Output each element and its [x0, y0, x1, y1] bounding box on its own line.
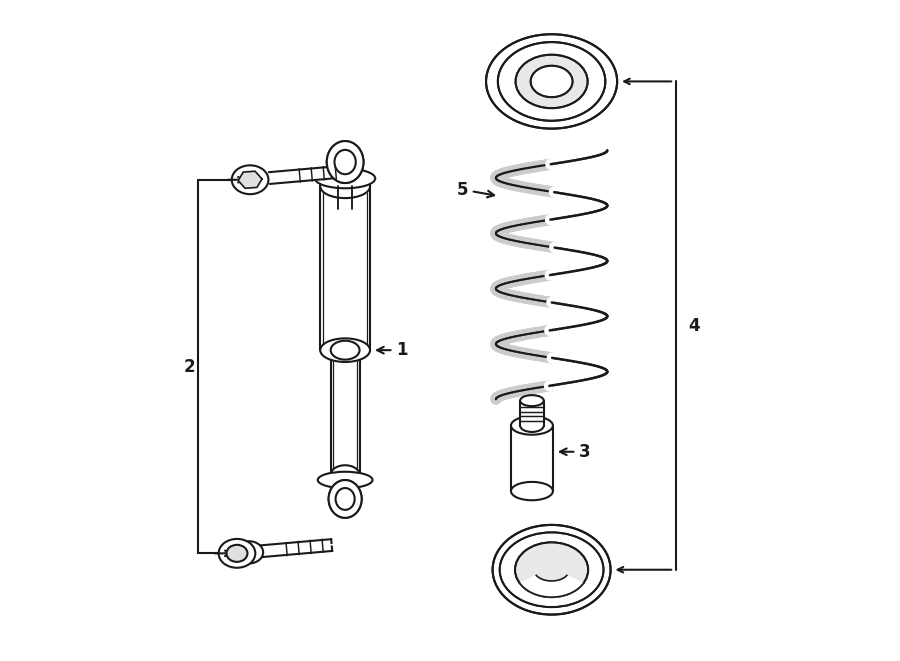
Text: 1: 1	[377, 341, 408, 359]
Ellipse shape	[500, 532, 604, 607]
Bar	[330, 350, 359, 475]
Text: 5: 5	[456, 180, 494, 198]
Text: 4: 4	[688, 317, 699, 334]
Bar	[511, 426, 553, 491]
Ellipse shape	[335, 150, 356, 175]
Ellipse shape	[234, 541, 263, 563]
Ellipse shape	[336, 488, 355, 510]
Ellipse shape	[330, 465, 359, 484]
Bar	[320, 186, 370, 350]
Ellipse shape	[511, 416, 553, 435]
Ellipse shape	[486, 34, 617, 129]
Ellipse shape	[498, 42, 606, 121]
Ellipse shape	[511, 482, 553, 500]
Ellipse shape	[520, 419, 544, 432]
Ellipse shape	[327, 141, 364, 183]
Ellipse shape	[335, 150, 356, 175]
Ellipse shape	[515, 542, 589, 597]
Ellipse shape	[492, 525, 610, 615]
Ellipse shape	[318, 472, 373, 488]
Ellipse shape	[327, 141, 364, 183]
Text: 3: 3	[560, 443, 590, 461]
Ellipse shape	[219, 539, 256, 568]
Ellipse shape	[320, 175, 370, 198]
Ellipse shape	[336, 488, 355, 510]
Text: 2: 2	[184, 358, 195, 375]
Ellipse shape	[330, 340, 359, 360]
Ellipse shape	[231, 165, 268, 194]
Ellipse shape	[520, 395, 544, 406]
Polygon shape	[238, 171, 262, 188]
Ellipse shape	[516, 55, 588, 108]
Ellipse shape	[328, 480, 362, 518]
Ellipse shape	[320, 338, 370, 362]
Bar	[520, 401, 544, 426]
Ellipse shape	[531, 65, 572, 97]
Polygon shape	[269, 166, 346, 184]
Ellipse shape	[315, 169, 375, 188]
Ellipse shape	[227, 545, 248, 562]
Polygon shape	[256, 539, 332, 557]
Ellipse shape	[328, 480, 362, 518]
Polygon shape	[520, 575, 583, 597]
